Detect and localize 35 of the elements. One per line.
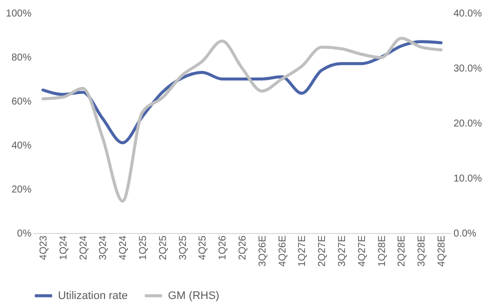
x-tick-label: 3Q24 — [98, 235, 110, 260]
y2-tick-label: 40.0% — [454, 8, 482, 20]
x-tick-label: 4Q25 — [198, 235, 209, 260]
x-tick-label: 4Q28E — [436, 235, 448, 267]
y-tick-label: 80% — [11, 52, 32, 64]
x-tick-label: 1Q27E — [297, 235, 308, 267]
x-tick-label: 3Q25 — [178, 235, 189, 260]
y2-tick-label: 20.0% — [454, 118, 482, 130]
x-tick-label: 1Q25 — [138, 235, 149, 260]
y-tick-label: 60% — [11, 96, 32, 108]
x-tick-label: 1Q24 — [58, 235, 70, 260]
y-tick-label: 20% — [11, 184, 32, 196]
x-tick-label: 1Q28E — [376, 235, 388, 267]
x-tick-label: 3Q28E — [416, 235, 428, 267]
x-tick-label: 2Q24 — [78, 235, 90, 260]
x-tick-label: 4Q23 — [38, 235, 50, 260]
y-tick-label: 100% — [6, 8, 32, 20]
y2-tick-label: 0.0% — [454, 228, 476, 240]
x-tick-label: 2Q28E — [396, 235, 408, 267]
x-tick-label: 4Q26E — [277, 235, 288, 267]
y-tick-label: 0% — [17, 228, 32, 240]
x-tick-label: 2Q25 — [158, 235, 169, 260]
y-tick-label: 40% — [11, 140, 32, 152]
x-tick-label: 4Q24 — [118, 235, 130, 260]
x-tick-label: 1Q26 — [218, 235, 229, 260]
x-tick-label: 2Q27E — [317, 235, 328, 267]
legend-label: GM (RHS) — [168, 290, 220, 302]
line-series — [41, 36, 443, 203]
y2-tick-label: 10.0% — [454, 174, 482, 184]
y2-tick-label: 30.0% — [454, 64, 482, 74]
legend-label: Utilization rate — [58, 290, 128, 302]
x-tick-label: 4Q27E — [356, 235, 368, 267]
x-tick-label: 2Q26 — [238, 235, 248, 260]
x-tick-label: 3Q26E — [257, 235, 268, 267]
x-tick-label: 3Q27E — [337, 235, 348, 267]
